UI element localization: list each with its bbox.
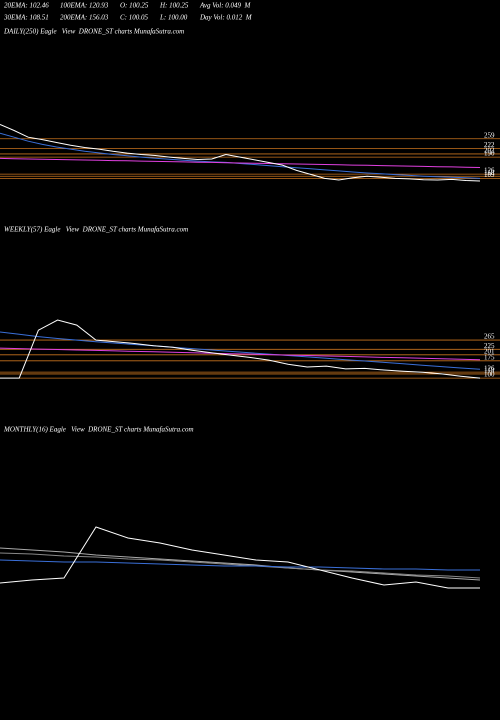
price-line bbox=[0, 123, 481, 182]
header-stat: O: 100.25 bbox=[120, 2, 149, 10]
header-stat: 200EMA: 156.03 bbox=[60, 14, 109, 22]
level-label: 126 bbox=[484, 365, 495, 373]
price-line bbox=[0, 347, 481, 361]
panel-title: MONTHLY(16) Eagle View DRONE_ST charts M… bbox=[3, 426, 194, 434]
header-stat: 100EMA: 120.93 bbox=[60, 2, 109, 10]
header-stat: 20EMA: 102.46 bbox=[4, 2, 49, 10]
level-label: 201 bbox=[484, 347, 495, 355]
level-label: 202 bbox=[484, 147, 495, 155]
level-label: 222 bbox=[484, 141, 495, 149]
price-line bbox=[0, 526, 480, 589]
level-label: 118 bbox=[484, 169, 495, 177]
level-label: 100 bbox=[484, 371, 495, 379]
price-line bbox=[0, 132, 481, 179]
level-label: 118 bbox=[484, 367, 495, 375]
header-stat: H: 100.25 bbox=[159, 2, 189, 10]
header-stat: C: 100.05 bbox=[120, 14, 149, 22]
price-line bbox=[0, 547, 481, 581]
level-label: 225 bbox=[484, 342, 495, 350]
panel-title: DAILY(250) Eagle View DRONE_ST charts Mu… bbox=[3, 28, 184, 36]
level-label: 265 bbox=[484, 333, 495, 341]
level-label: 259 bbox=[484, 131, 495, 139]
header-stat: Avg Vol: 0.049 M bbox=[199, 2, 252, 10]
price-line bbox=[0, 559, 480, 571]
header-stat: Day Vol: 0.012 M bbox=[199, 14, 253, 22]
level-label: 175 bbox=[484, 353, 495, 361]
price-line bbox=[0, 157, 481, 168]
panel-title: WEEKLY(57) Eagle View DRONE_ST charts Mu… bbox=[4, 226, 188, 234]
price-line bbox=[0, 552, 481, 579]
price-line bbox=[0, 319, 481, 379]
level-label: 190 bbox=[484, 150, 495, 158]
price-line bbox=[0, 331, 481, 370]
level-label: 109 bbox=[484, 171, 495, 179]
level-label: 126 bbox=[484, 167, 495, 175]
header-stat: L: 100.00 bbox=[159, 14, 188, 22]
header-stat: 30EMA: 108.51 bbox=[3, 14, 49, 22]
